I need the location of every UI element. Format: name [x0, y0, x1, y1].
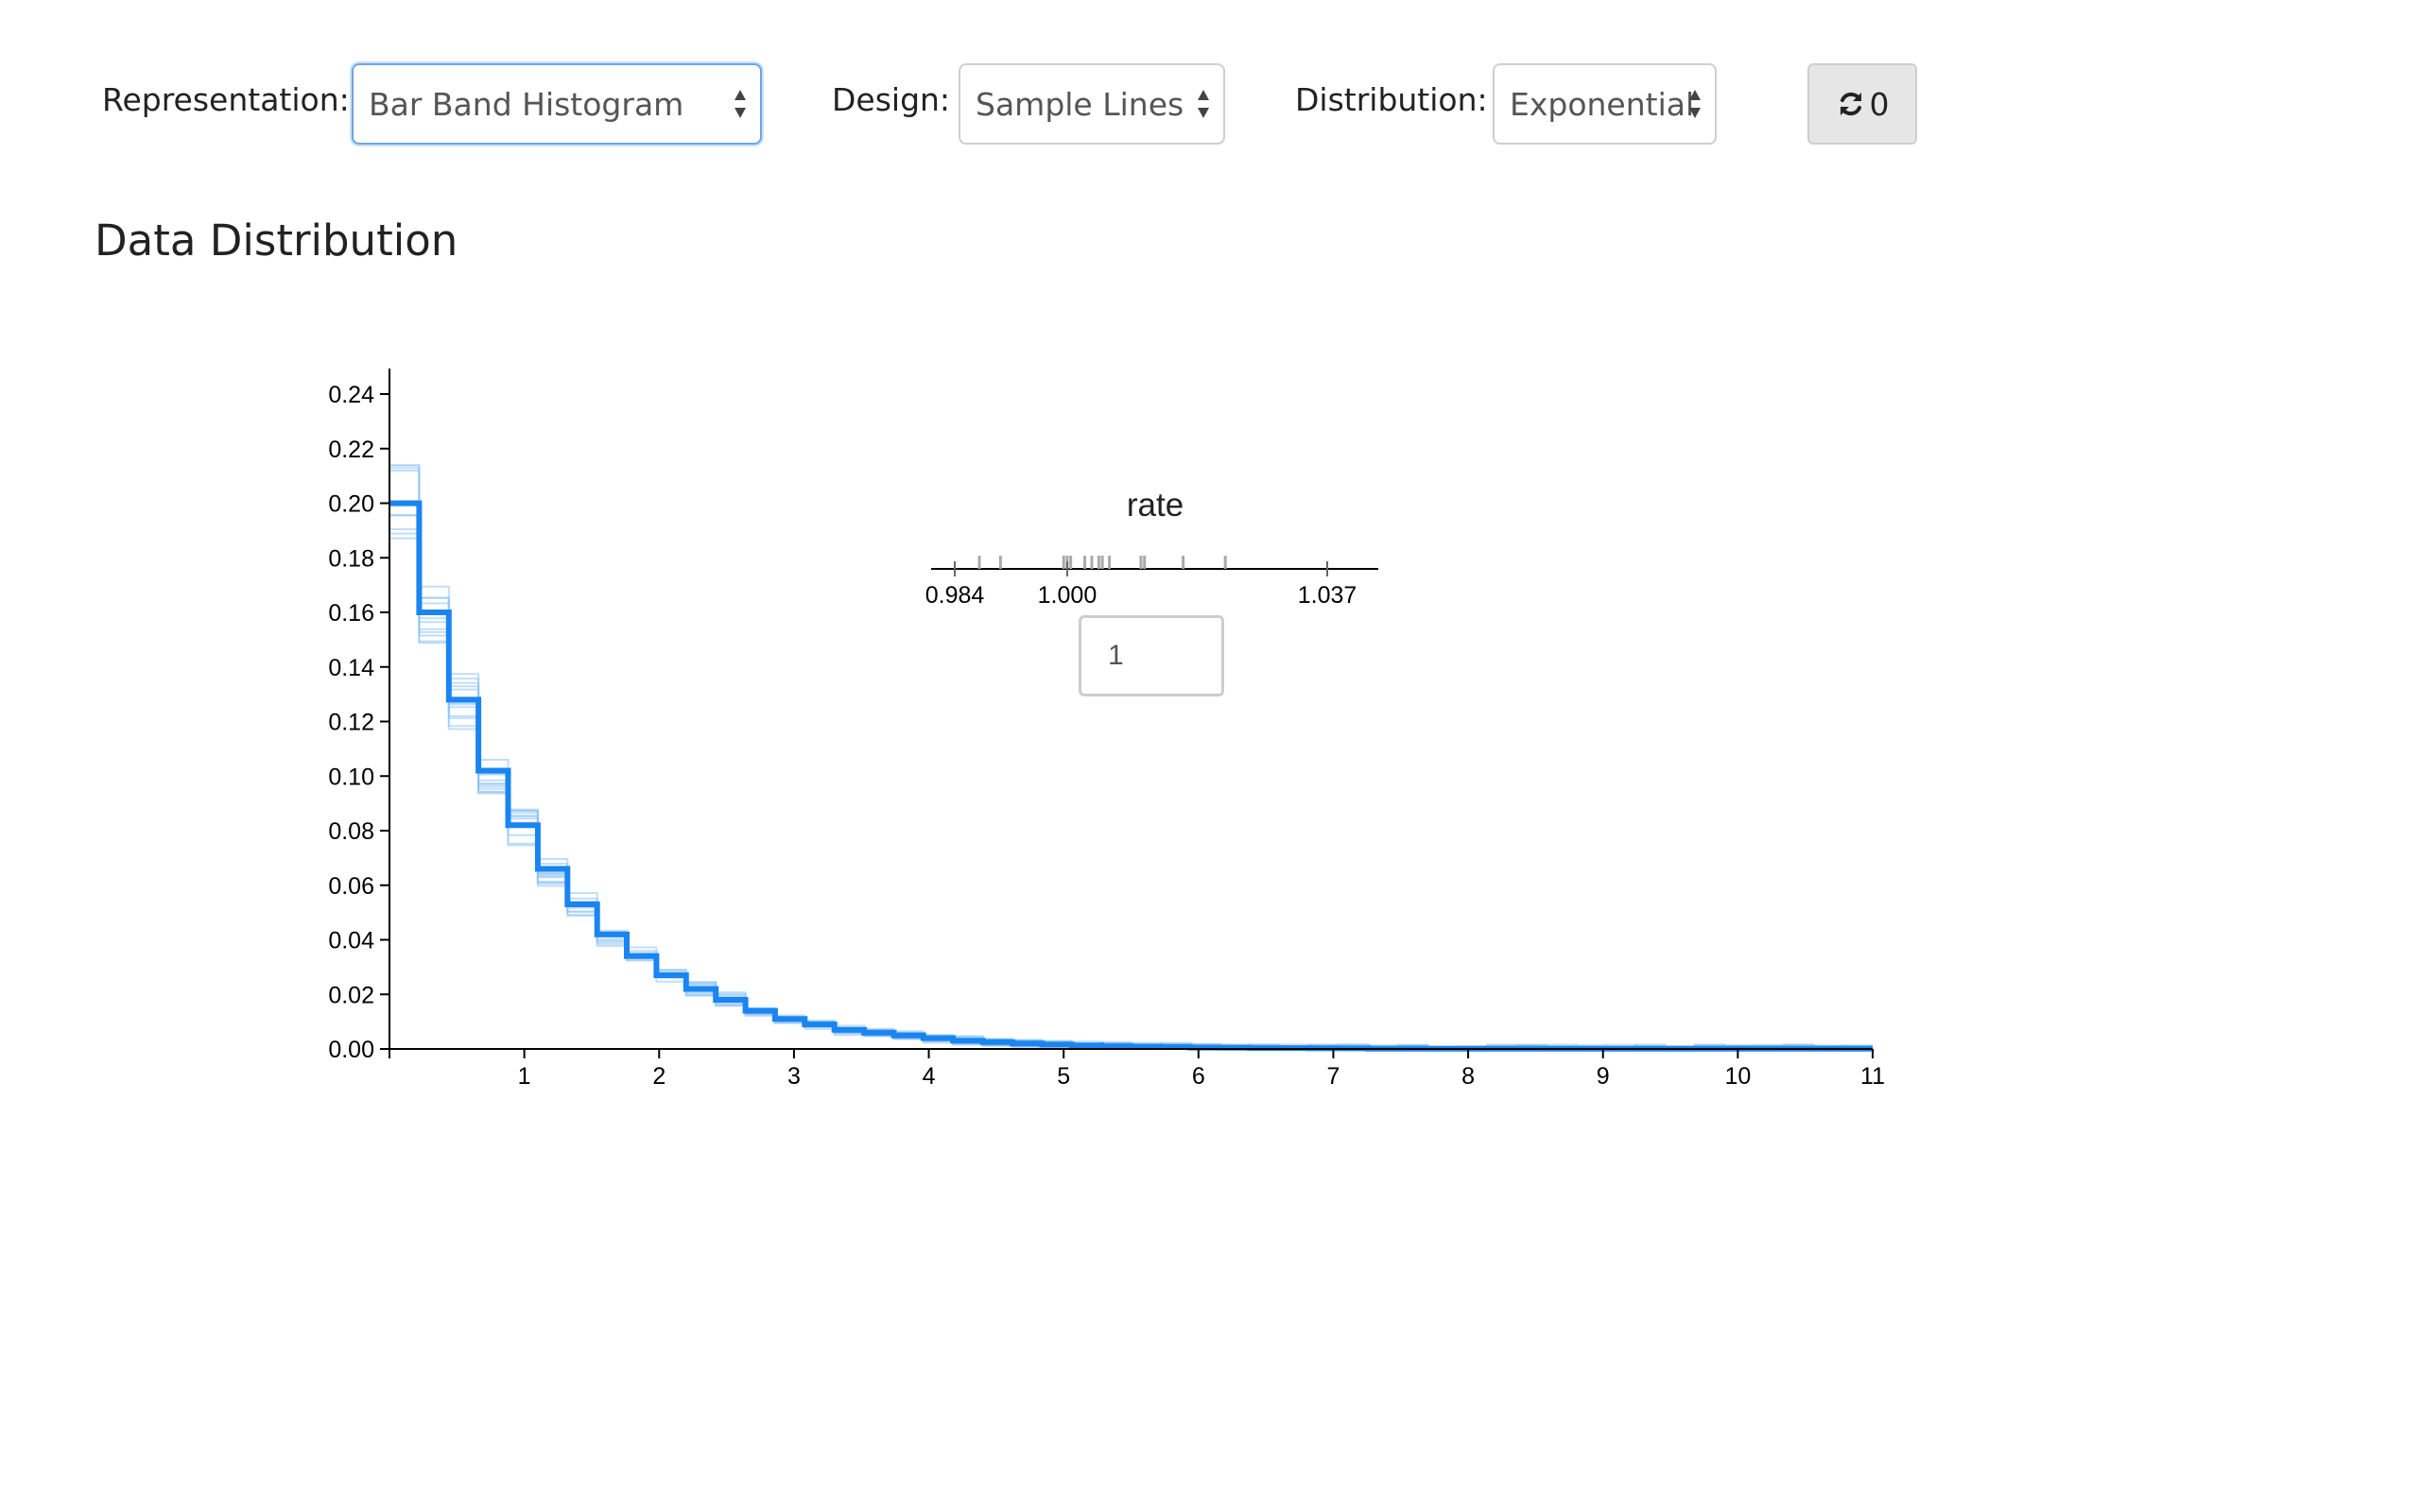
y-tick-label: 0.06 — [328, 873, 374, 900]
refresh-icon — [1840, 92, 1861, 116]
sample-line — [389, 528, 1873, 1050]
rate-axis-tick-label: 1.000 — [1038, 582, 1098, 609]
refresh-button[interactable]: 0 — [1807, 63, 1917, 145]
x-tick-label: 11 — [1860, 1063, 1885, 1090]
y-tick-label: 0.20 — [328, 491, 374, 518]
sample-line — [389, 514, 1873, 1050]
y-tick-label: 0.08 — [328, 818, 374, 845]
sample-line — [389, 467, 1873, 1050]
y-tick-label: 0.16 — [328, 600, 374, 627]
select-arrows-icon — [1198, 90, 1209, 118]
y-tick-label: 0.10 — [328, 764, 374, 790]
sample-line — [389, 504, 1873, 1050]
y-tick-label: 0.14 — [328, 655, 374, 681]
x-tick-label: 1 — [518, 1063, 531, 1090]
y-tick-label: 0.00 — [328, 1037, 374, 1063]
section-title: Data Distribution — [95, 215, 458, 266]
x-tick-label: 10 — [1724, 1063, 1751, 1090]
chart-axes: 0.00 0.02 0.04 0.06 0.08 0.10 0.12 0.14 0.16 0.18… — [328, 369, 1885, 1090]
distribution-select[interactable]: Exponential — [1493, 63, 1717, 145]
x-tick-label: 7 — [1327, 1063, 1340, 1090]
x-tick-label: 9 — [1597, 1063, 1610, 1090]
y-tick-label: 0.18 — [328, 545, 374, 572]
rate-axis-tick-label: 1.037 — [1298, 582, 1357, 609]
x-tick-label: 4 — [923, 1063, 936, 1090]
x-tick-label: 5 — [1057, 1063, 1070, 1090]
distribution-value: Exponential — [1510, 85, 1695, 123]
rate-axis-tick-label: 0.984 — [925, 582, 985, 609]
rate-input[interactable] — [1079, 615, 1224, 696]
main-series-line — [389, 500, 1873, 1052]
rate-parameter-axis: rate 0.984 1.000 1.037 — [925, 487, 1378, 609]
representation-select[interactable]: Bar Band Histogram — [352, 63, 762, 145]
y-tick-label: 0.04 — [328, 928, 374, 954]
y-tick-label: 0.12 — [328, 710, 374, 736]
refresh-count: 0 — [1869, 85, 1890, 123]
y-tick-label: 0.24 — [328, 382, 374, 408]
sample-line — [389, 504, 1873, 1050]
representation-label: Representation: — [102, 81, 350, 118]
select-arrows-icon — [1689, 90, 1701, 118]
main-series — [389, 500, 1873, 1052]
x-tick-label: 2 — [652, 1063, 666, 1090]
x-tick-label: 8 — [1461, 1063, 1475, 1090]
sample-line — [389, 502, 1873, 1050]
y-tick-label: 0.22 — [328, 437, 374, 463]
design-value: Sample Lines — [976, 85, 1184, 123]
representation-value: Bar Band Histogram — [369, 85, 684, 123]
sample-line — [389, 464, 1873, 1050]
y-tick-label: 0.02 — [328, 982, 374, 1008]
sample-lines — [389, 464, 1873, 1050]
sample-line — [389, 464, 1873, 1050]
sample-line — [389, 514, 1873, 1050]
design-label: Design: — [832, 81, 951, 118]
select-arrows-icon — [735, 90, 746, 118]
rate-parameter-label: rate — [1127, 487, 1184, 524]
sample-line — [389, 532, 1873, 1050]
x-tick-label: 3 — [787, 1063, 801, 1090]
design-select[interactable]: Sample Lines — [959, 63, 1225, 145]
sample-line — [389, 470, 1873, 1050]
distribution-label: Distribution: — [1295, 81, 1488, 118]
x-tick-label: 6 — [1192, 1063, 1205, 1090]
